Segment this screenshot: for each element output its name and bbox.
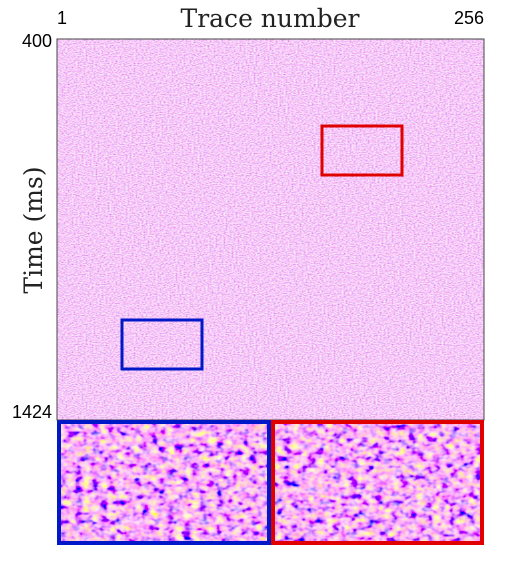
y-axis-label: Time (ms)	[19, 166, 48, 293]
x-tick-label: 1	[57, 8, 67, 28]
chart-title: Trace number	[181, 4, 360, 33]
red-zoom-box	[320, 124, 404, 177]
x-tick-label: 256	[454, 8, 484, 28]
blue-zoom-box	[120, 318, 204, 371]
y-tick-label: 400	[22, 31, 52, 51]
red-inset	[271, 420, 484, 545]
blue-inset	[57, 420, 271, 545]
y-tick-label: 1424	[12, 402, 52, 422]
seismic-image	[56, 38, 485, 421]
